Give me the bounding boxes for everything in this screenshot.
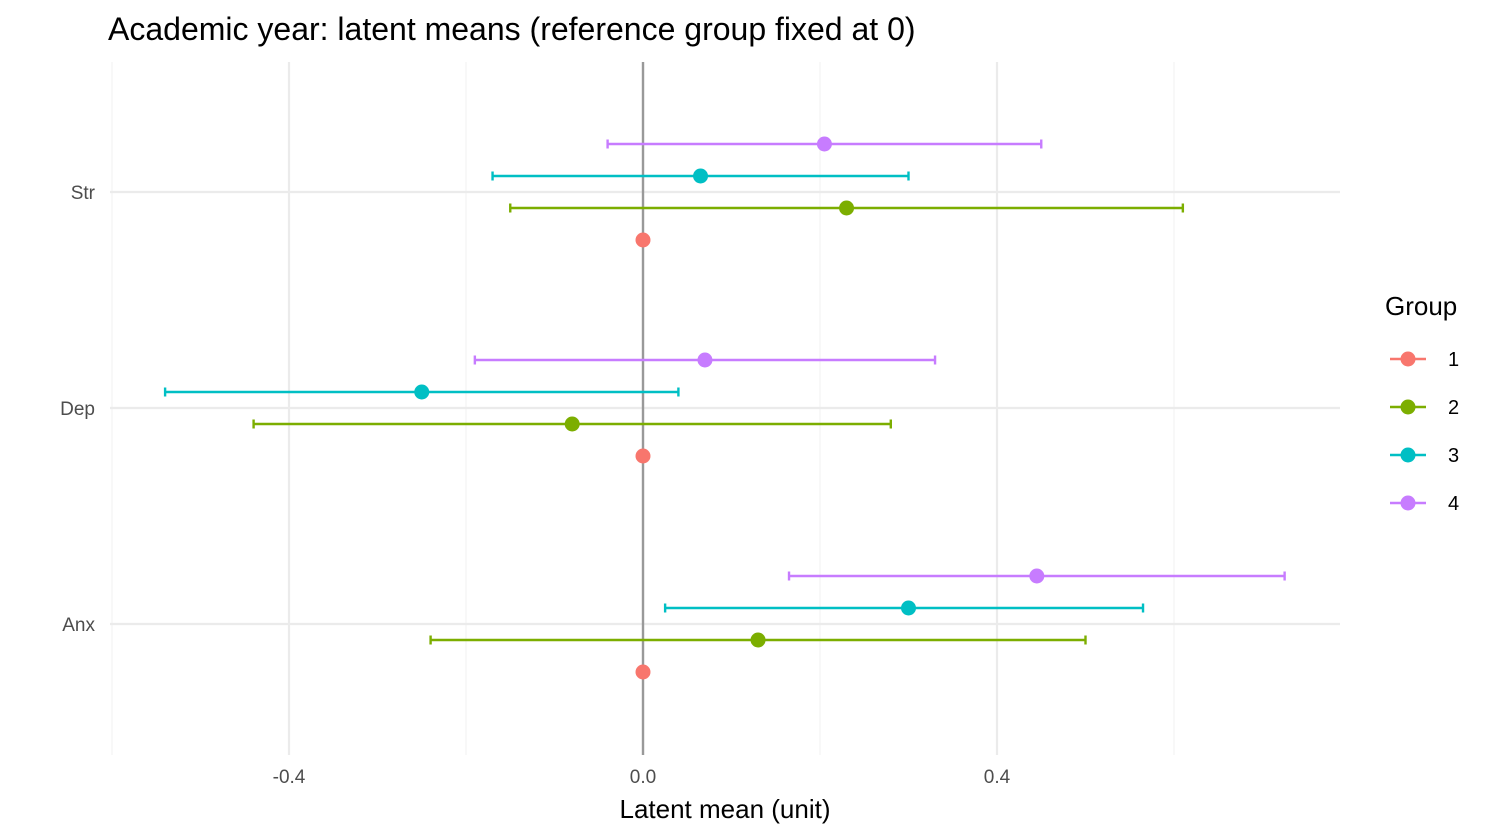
legend-key-point bbox=[1400, 447, 1416, 463]
data-point bbox=[635, 448, 651, 464]
legend-item-3: 3 bbox=[1390, 445, 1459, 467]
legend-key-point bbox=[1400, 351, 1416, 367]
data-point bbox=[635, 232, 651, 248]
data-point bbox=[564, 416, 580, 432]
legend: Group 1 2 3 4 bbox=[1385, 291, 1459, 515]
x-tick-label: 0.0 bbox=[630, 767, 656, 788]
legend-title: Group bbox=[1385, 291, 1457, 321]
series-group-1 bbox=[635, 232, 651, 680]
data-point bbox=[839, 200, 855, 216]
y-tick-label: Dep bbox=[60, 399, 95, 420]
legend-key-point bbox=[1400, 399, 1416, 415]
y-tick-label: Anx bbox=[62, 615, 95, 636]
y-tick-label: Str bbox=[71, 183, 96, 204]
legend-key-point bbox=[1400, 495, 1416, 511]
x-tick-label: 0.4 bbox=[984, 767, 1011, 788]
legend-item-1: 1 bbox=[1390, 349, 1459, 371]
legend-item-2: 2 bbox=[1390, 397, 1459, 419]
data-point bbox=[414, 384, 430, 400]
data-point bbox=[697, 352, 713, 368]
data-point bbox=[635, 664, 651, 680]
x-tick-label: -0.4 bbox=[273, 767, 306, 788]
legend-label: 1 bbox=[1448, 349, 1459, 371]
series-layer bbox=[163, 136, 1286, 680]
data-point bbox=[1029, 568, 1045, 584]
legend-label: 2 bbox=[1448, 397, 1459, 419]
legend-label: 4 bbox=[1448, 493, 1459, 515]
major-gridlines bbox=[110, 62, 1340, 755]
y-axis-ticks: Anx Dep Str bbox=[60, 183, 96, 636]
x-axis-ticks: -0.4 0.0 0.4 bbox=[273, 767, 1011, 788]
data-point bbox=[750, 632, 766, 648]
series-group-3 bbox=[163, 168, 1145, 616]
x-axis-title: Latent mean (unit) bbox=[619, 794, 830, 824]
legend-label: 3 bbox=[1448, 445, 1459, 467]
series-group-4 bbox=[473, 136, 1286, 584]
series-group-2 bbox=[252, 200, 1185, 648]
data-point bbox=[901, 600, 916, 616]
data-point bbox=[816, 136, 832, 152]
chart-title: Academic year: latent means (reference g… bbox=[108, 11, 916, 47]
data-point bbox=[693, 168, 709, 184]
legend-item-4: 4 bbox=[1390, 493, 1459, 515]
